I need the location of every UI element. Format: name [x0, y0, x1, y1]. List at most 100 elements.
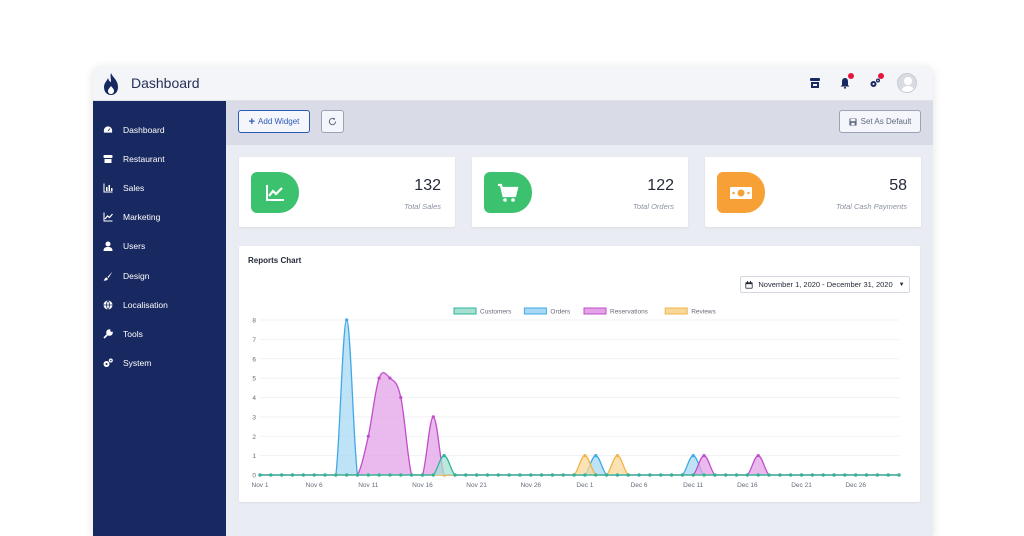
data-point	[464, 473, 468, 477]
data-point	[377, 376, 381, 380]
sidebar-item-label: System	[123, 358, 152, 369]
x-tick-label: Dec 16	[737, 482, 758, 489]
refresh-button[interactable]	[321, 110, 344, 133]
data-point	[475, 473, 479, 477]
x-tick-label: Nov 16	[412, 482, 433, 489]
y-tick-label: 4	[252, 395, 256, 402]
legend-label: Customers	[480, 309, 512, 316]
data-point	[572, 473, 576, 477]
data-point	[442, 454, 446, 458]
legend-swatch	[453, 307, 477, 315]
data-point	[388, 473, 392, 477]
settings-cogs-icon[interactable]	[867, 73, 884, 91]
legend-swatch	[523, 307, 547, 315]
date-range-picker[interactable]: November 1, 2020 - December 31, 2020 ▼	[740, 276, 910, 293]
data-point	[583, 454, 587, 458]
top-icons	[807, 73, 917, 93]
data-point	[756, 473, 760, 477]
data-point	[854, 473, 858, 477]
sales-chart-icon	[102, 182, 113, 193]
save-icon	[849, 117, 857, 126]
data-point	[355, 473, 360, 477]
sidebar-item-localisation[interactable]: Localisation	[93, 290, 226, 319]
sidebar-item-design[interactable]: Design	[93, 261, 226, 290]
y-tick-label: 5	[252, 376, 256, 383]
restaurant-icon	[102, 153, 113, 164]
data-point	[420, 473, 425, 477]
set-as-default-button[interactable]: Set As Default	[839, 110, 921, 133]
data-point	[897, 473, 901, 477]
legend-label: Reviews	[691, 309, 716, 316]
reports-chart: 0 1 2 3 4 5 6 7 8 Nov 1 Nov 6 Nov 11 Nov 16 Nov 21 Nov…	[252, 307, 901, 489]
sidebar-item-label: Restaurant	[123, 153, 165, 164]
sidebar-item-restaurant[interactable]: Restaurant	[93, 144, 226, 173]
data-point	[843, 473, 847, 477]
data-point	[388, 376, 392, 380]
data-point	[799, 473, 804, 477]
marketing-chart-icon	[102, 212, 113, 223]
x-tick-label: Nov 6	[306, 482, 323, 489]
data-point	[691, 473, 695, 477]
add-widget-button[interactable]: + Add Widget	[238, 110, 310, 133]
add-widget-label: Add Widget	[258, 117, 300, 126]
data-point	[615, 454, 620, 458]
paintbrush-icon	[102, 270, 113, 281]
notification-dot	[848, 73, 854, 79]
plus-icon: +	[248, 115, 256, 128]
data-point	[377, 473, 381, 477]
data-point	[864, 473, 869, 477]
sidebar-item-system[interactable]: System	[93, 349, 226, 378]
x-tick-label: Nov 1	[252, 482, 269, 489]
chart-title: Reports Chart	[248, 256, 302, 265]
avatar[interactable]	[897, 73, 917, 93]
stat-value: 122	[647, 177, 674, 194]
sidebar-item-label: Tools	[123, 328, 143, 339]
refresh-icon	[328, 117, 337, 126]
stat-value: 132	[414, 177, 441, 194]
y-tick-label: 7	[252, 337, 256, 344]
data-point	[550, 473, 555, 477]
data-point	[399, 395, 403, 400]
data-point	[810, 473, 814, 477]
sidebar-item-users[interactable]: Users	[93, 232, 226, 261]
sidebar-item-label: Sales	[123, 182, 145, 193]
x-tick-label: Dec 26	[845, 482, 866, 489]
data-point	[745, 473, 749, 477]
stat-card-total-sales: 132 Total Sales	[239, 157, 455, 227]
sidebar-item-dashboard[interactable]: Dashboard	[93, 115, 226, 144]
y-tick-label: 8	[252, 318, 256, 325]
data-point	[366, 434, 370, 438]
x-tick-label: Dec 11	[683, 482, 703, 489]
data-point	[431, 473, 435, 477]
trend-chart-icon	[251, 172, 299, 213]
data-point	[431, 415, 435, 419]
data-point	[301, 473, 305, 477]
stat-card-total-orders: 122 Total Orders	[472, 157, 688, 227]
storefront-icon[interactable]	[807, 75, 823, 91]
sidebar-item-marketing[interactable]: Marketing	[93, 203, 226, 232]
data-point	[713, 473, 717, 477]
date-range-label: November 1, 2020 - December 31, 2020	[758, 280, 893, 289]
x-tick-label: Nov 11	[358, 482, 378, 489]
data-point	[539, 473, 544, 477]
sidebar-item-tools[interactable]: Tools	[93, 319, 226, 348]
data-point	[691, 454, 695, 458]
data-point	[410, 473, 414, 477]
app-window: Dashboard Dashboard Restaura	[93, 66, 933, 536]
data-point	[269, 473, 273, 477]
sidebar-item-sales[interactable]: Sales	[93, 173, 226, 202]
dashboard-toolbar: + Add Widget Set As Default	[226, 101, 933, 145]
calendar-icon	[745, 280, 753, 289]
data-point	[529, 473, 533, 477]
page-title: Dashboard	[131, 75, 200, 91]
data-point	[604, 473, 609, 477]
data-point	[312, 473, 316, 477]
notification-dot	[878, 73, 884, 79]
y-tick-label: 3	[252, 414, 256, 421]
bell-icon[interactable]	[837, 73, 854, 91]
sidebar-nav: Dashboard Restaurant Sales Marketing Use…	[93, 115, 226, 378]
data-point	[594, 473, 598, 477]
legend-swatch	[583, 307, 607, 315]
y-tick-label: 1	[252, 453, 256, 460]
data-point	[399, 473, 403, 477]
